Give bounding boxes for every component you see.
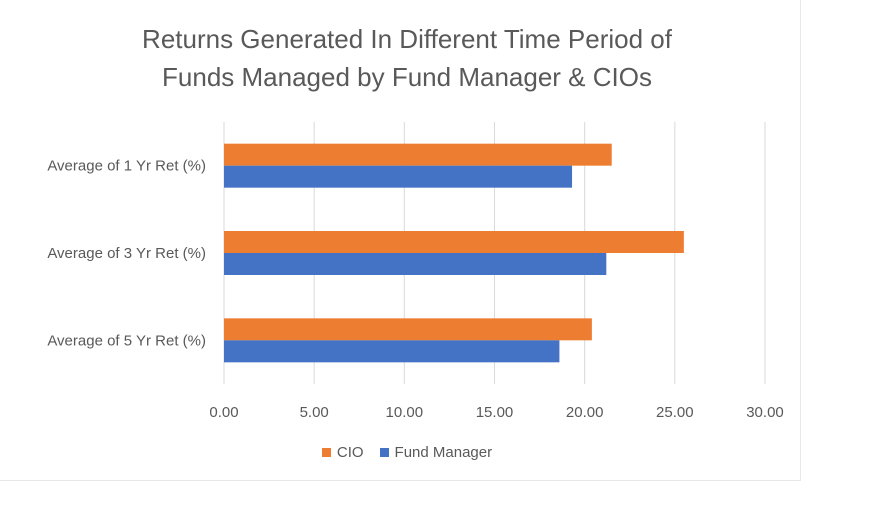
- bar-fund-manager: [224, 165, 573, 188]
- x-tick-label: 20.00: [566, 404, 604, 421]
- legend-label-fund-manager: Fund Manager: [394, 444, 493, 461]
- legend-label-cio: CIO: [336, 444, 364, 461]
- x-tick-label: 5.00: [300, 404, 329, 421]
- legend: CIO Fund Manager: [0, 444, 814, 461]
- x-axis-tick-labels: 0.00 5.00 10.00 15.00 20.00 25.00 30.00: [209, 404, 783, 421]
- bars: [224, 143, 684, 363]
- legend-item-fund-manager: Fund Manager: [379, 444, 493, 461]
- chart-title: Returns Generated In Different Time Peri…: [0, 20, 814, 96]
- chart-title-line-1: Returns Generated In Different Time Peri…: [142, 24, 672, 54]
- legend-item-cio: CIO: [321, 444, 364, 461]
- category-labels: Average of 1 Yr Ret (%) Average of 3 Yr R…: [47, 158, 206, 350]
- x-tick-label: 25.00: [656, 404, 694, 421]
- category-label: Average of 1 Yr Ret (%): [47, 158, 206, 175]
- x-tick-label: 15.00: [476, 404, 514, 421]
- legend-swatch-cio: [321, 448, 331, 457]
- category-label: Average of 5 Yr Ret (%): [47, 332, 206, 349]
- bar-cio: [224, 318, 592, 341]
- x-tick-label: 10.00: [386, 404, 424, 421]
- x-tick-label: 0.00: [209, 404, 238, 421]
- legend-swatch-fund-manager: [379, 448, 389, 457]
- bar-cio: [224, 231, 684, 253]
- bar-cio: [224, 143, 612, 166]
- bar-fund-manager: [224, 340, 560, 363]
- bar-fund-manager: [224, 253, 607, 275]
- x-tick-label: 30.00: [746, 404, 784, 421]
- category-label: Average of 3 Yr Ret (%): [47, 245, 206, 262]
- chart-title-line-2: Funds Managed by Fund Manager & CIOs: [162, 62, 652, 92]
